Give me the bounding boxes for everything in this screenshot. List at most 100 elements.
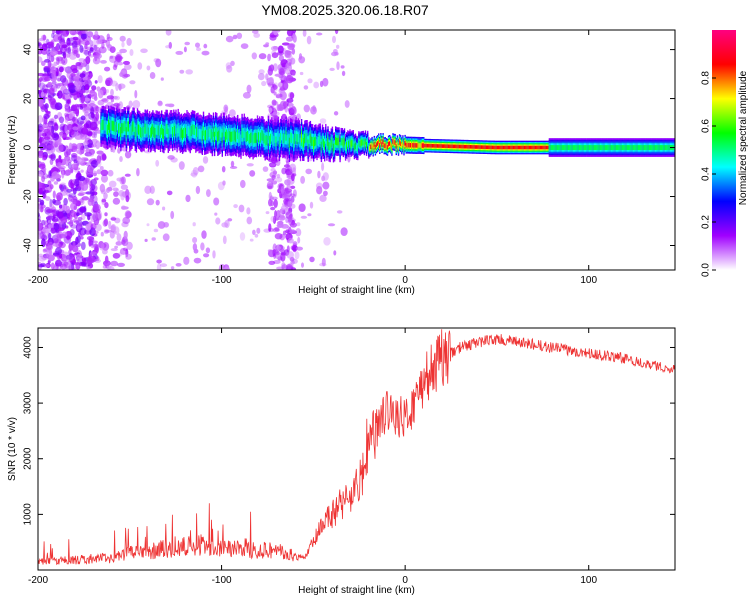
colorbar-tick-label: 0.6 — [701, 119, 712, 133]
ridge-cell — [359, 141, 361, 148]
ridge-cell — [600, 145, 602, 151]
ridge-cell — [646, 145, 649, 151]
noise-speck — [284, 104, 289, 113]
ridge-cell — [524, 145, 526, 150]
ridge-cell — [414, 143, 416, 148]
noise-speck — [51, 125, 55, 134]
noise-speck — [284, 50, 292, 59]
x-tick-label: -100 — [212, 275, 232, 286]
ridge-cell — [102, 119, 104, 130]
ridge-cell — [477, 145, 479, 149]
ridge-cell — [504, 145, 506, 150]
ridge-cell — [608, 145, 610, 151]
ridge-cell — [512, 145, 514, 150]
ridge-cell — [276, 132, 278, 143]
noise-speck — [285, 197, 292, 202]
ridge-cell — [218, 130, 220, 141]
noise-speck — [97, 75, 103, 84]
ridge-cell — [304, 133, 306, 144]
ridge-cell — [243, 127, 245, 138]
ridge-cell — [387, 141, 390, 147]
ridge-cell — [550, 145, 553, 151]
ridge-cell — [481, 145, 483, 149]
noise-speck — [66, 189, 72, 193]
noise-speck — [83, 140, 89, 146]
noise-speck — [43, 136, 51, 140]
ridge-cell — [348, 140, 350, 148]
ridge-cell — [322, 138, 325, 148]
noise-speck — [105, 77, 113, 87]
noise-speck — [113, 226, 120, 235]
ridge-cell — [223, 126, 226, 137]
ridge-cell — [303, 137, 305, 148]
ridge-cell — [576, 145, 578, 151]
noise-speck — [71, 262, 75, 270]
colorbar-axis: 0.0 0.2 0.4 0.6 0.8 — [701, 71, 716, 277]
noise-speck — [57, 219, 65, 224]
ridge-cell — [370, 144, 372, 150]
noise-speck — [40, 137, 44, 142]
ridge-cell — [355, 144, 358, 151]
ridge-cell — [554, 145, 556, 151]
ridge-cell — [411, 143, 413, 148]
noise-speck — [285, 171, 293, 178]
ridge-cell — [636, 145, 639, 151]
noise-speck — [202, 156, 209, 164]
noise-speck — [268, 76, 274, 84]
spectrogram-ridge — [100, 105, 675, 163]
noise-speck — [258, 53, 267, 60]
ridge-cell — [531, 145, 533, 150]
noise-speck — [307, 78, 313, 84]
noise-speck — [84, 151, 93, 157]
noise-speck — [105, 89, 110, 94]
ridge-cell — [612, 145, 614, 151]
ridge-cell — [651, 145, 653, 151]
ridge-cell — [653, 145, 655, 151]
ridge-cell — [131, 124, 133, 135]
noise-speck — [55, 146, 64, 153]
ridge-cell — [607, 145, 609, 151]
noise-speck — [89, 47, 94, 52]
noise-speck — [96, 169, 102, 175]
ridge-cell — [396, 141, 399, 147]
noise-speck — [94, 80, 98, 84]
x-tick-label: -200 — [28, 275, 48, 286]
ridge-cell — [302, 137, 304, 148]
ridge-cell — [213, 131, 216, 142]
ridge-cell — [250, 132, 252, 143]
noise-speck — [38, 187, 43, 195]
noise-speck — [84, 212, 92, 217]
ridge-cell — [579, 145, 581, 151]
ridge-cell — [436, 144, 438, 148]
ridge-cell — [121, 123, 123, 134]
noise-speck — [57, 112, 63, 120]
noise-speck — [296, 113, 301, 121]
noise-speck — [71, 163, 78, 170]
ridge-cell — [499, 145, 501, 150]
ridge-cell — [263, 133, 265, 144]
noise-speck — [78, 175, 86, 182]
ridge-cell — [552, 145, 554, 151]
noise-speck — [287, 237, 294, 244]
ridge-cell — [574, 145, 576, 151]
colorbar-tick-label: 0.0 — [701, 263, 712, 277]
noise-speck — [44, 59, 50, 63]
ridge-cell — [325, 135, 327, 144]
ridge-cell — [401, 143, 403, 148]
noise-speck — [59, 204, 63, 209]
noise-speck — [42, 34, 46, 41]
noise-speck — [225, 62, 232, 69]
noise-speck — [309, 201, 314, 209]
ridge-cell — [259, 130, 261, 141]
ridge-cell — [444, 144, 446, 148]
ridge-cell — [125, 127, 128, 138]
ridge-cell — [667, 145, 670, 151]
ridge-cell — [597, 145, 599, 151]
ridge-cell — [643, 145, 645, 151]
noise-speck — [43, 128, 51, 134]
noise-speck — [295, 228, 302, 237]
ridge-cell — [500, 145, 502, 150]
ridge-cell — [490, 145, 492, 150]
ridge-cell — [515, 145, 518, 150]
